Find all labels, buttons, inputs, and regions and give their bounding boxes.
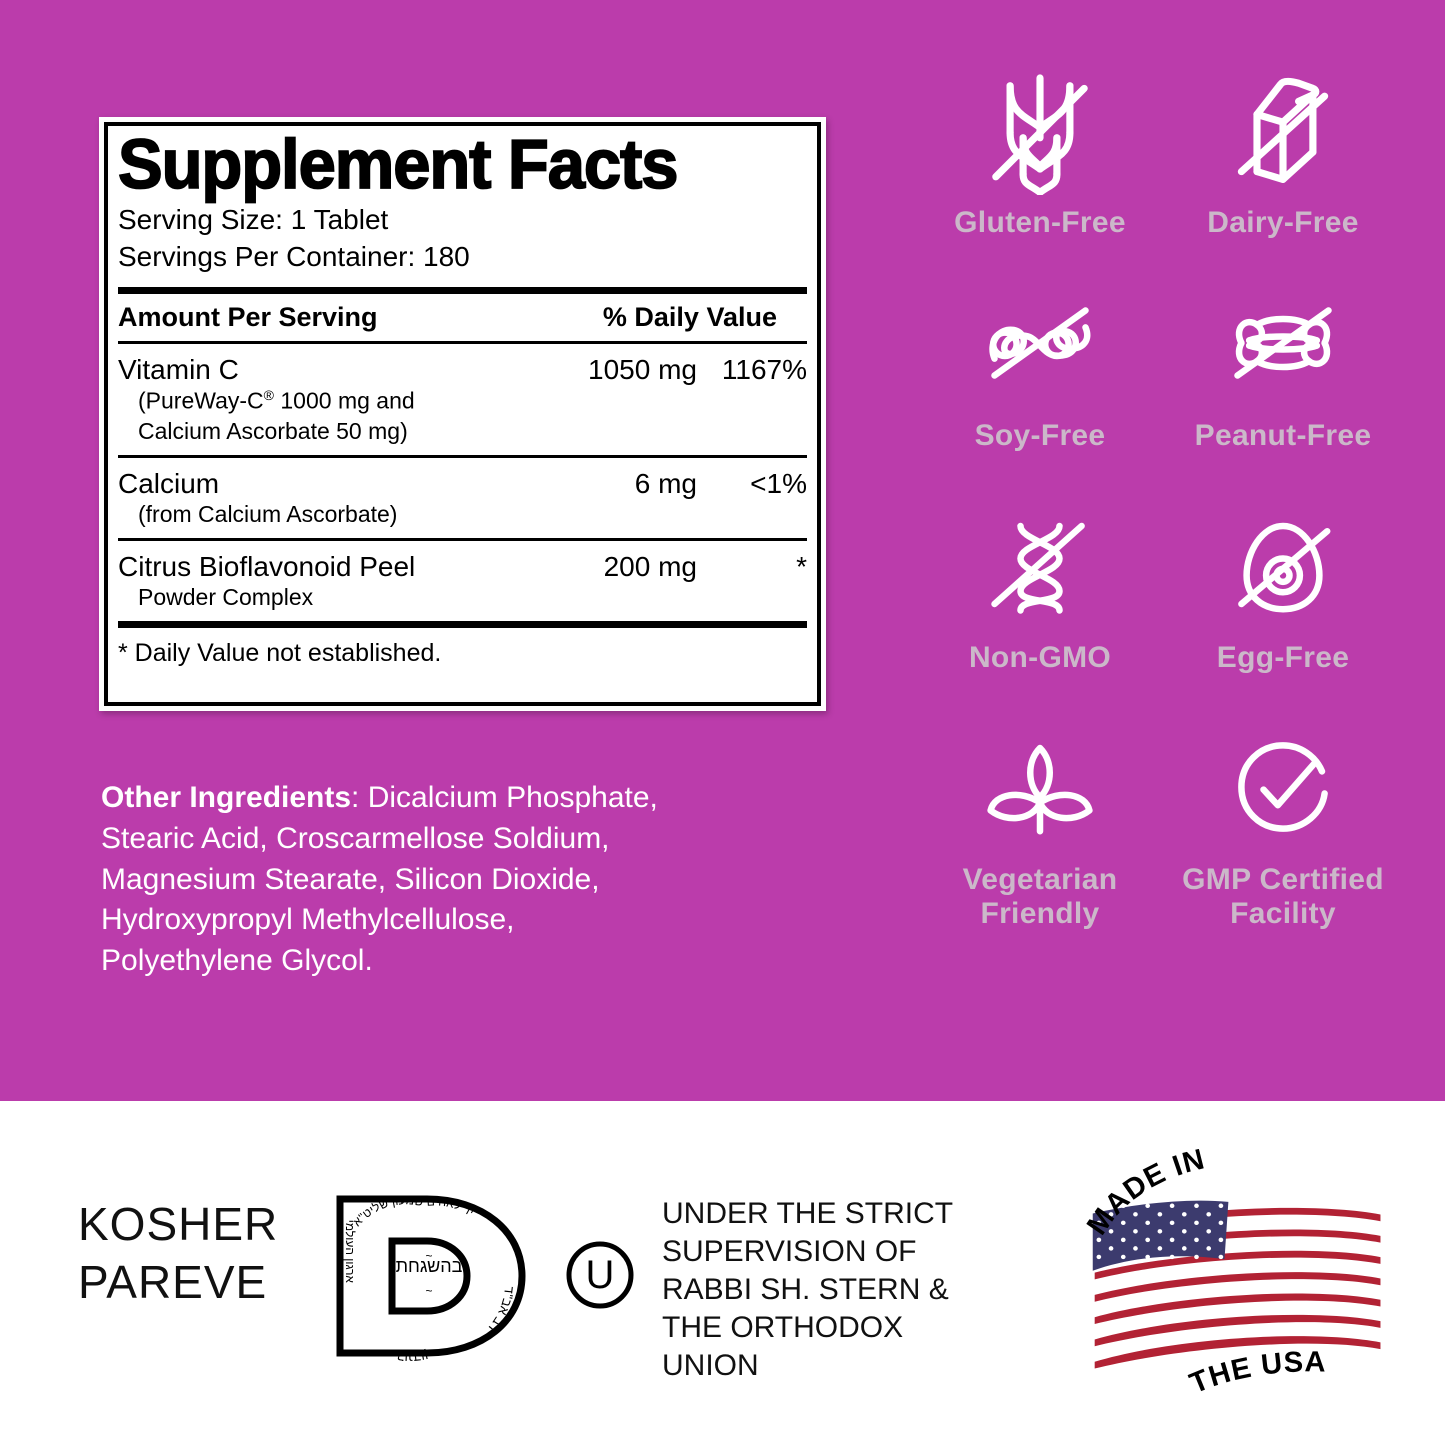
svg-text:יד לאחים: יד לאחים bbox=[426, 1194, 477, 1219]
svg-text:~: ~ bbox=[425, 1249, 432, 1263]
svg-text:~: ~ bbox=[425, 1284, 432, 1298]
svg-text:ארגון העולמי: ארגון העולמי bbox=[343, 1220, 357, 1284]
svg-text:U: U bbox=[586, 1253, 615, 1297]
